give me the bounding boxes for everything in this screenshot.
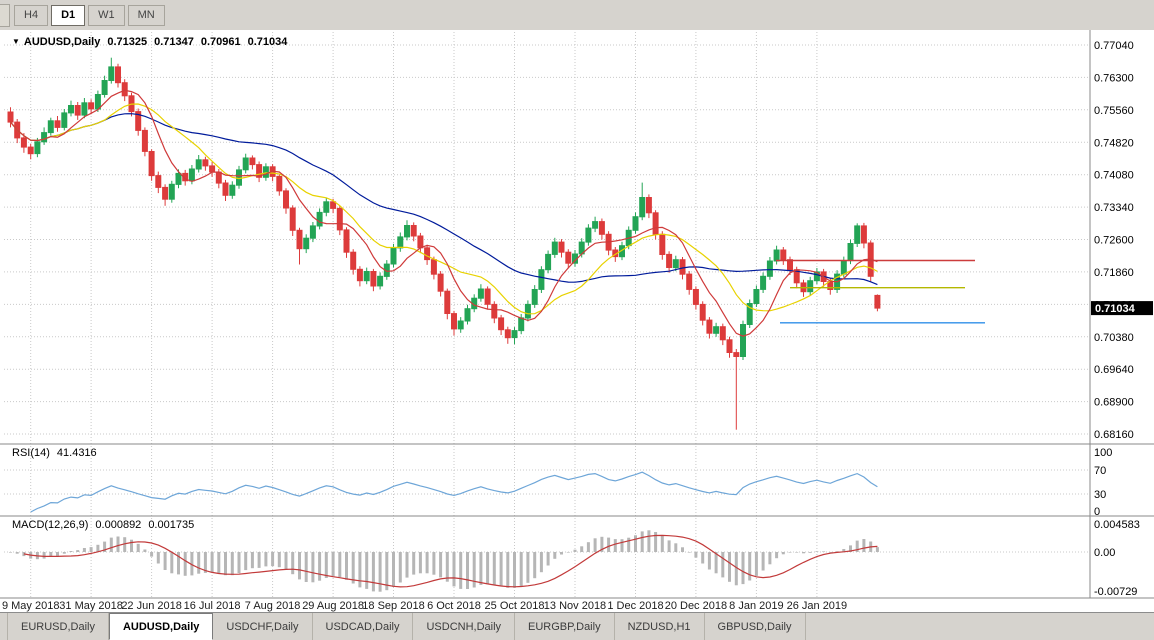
macd-name: MACD(12,26,9): [12, 519, 89, 531]
ma-14-line: [10, 103, 878, 315]
rsi-indicator-label: RSI(14) 41.4316: [12, 447, 97, 459]
symbol-tab-usdchf[interactable]: USDCHF,Daily: [213, 613, 313, 640]
symbol-tab-usdcad[interactable]: USDCAD,Daily: [313, 613, 414, 640]
price-axis-label: 0.77040: [1094, 40, 1134, 52]
date-axis-label: 13 Nov 2018: [544, 600, 606, 612]
ma-7-line: [10, 89, 878, 337]
date-axis-label: 1 Dec 2018: [607, 600, 663, 612]
date-axis-label: 6 Oct 2018: [427, 600, 481, 612]
partial-toolbar-button[interactable]: [0, 3, 10, 27]
chart-ohlc-label: ▼ AUDUSD,Daily 0.71325 0.71347 0.70961 0.7103…: [12, 36, 287, 48]
current-price-badge: 0.71034: [1091, 301, 1153, 316]
timeframe-toolbar: H4 D1 W1 MN: [0, 0, 1154, 31]
chart-window: 0.77040 0.76300 0.75560 0.74820 0.74080 0.733…: [0, 30, 1154, 613]
ohlc-low: 0.70961: [200, 36, 241, 48]
price-axis-label: 0.75560: [1094, 105, 1134, 117]
price-axis-label: 0.69640: [1094, 364, 1134, 376]
rsi-axis-label: 0: [1094, 506, 1100, 518]
symbol-tab-audusd[interactable]: AUDUSD,Daily: [108, 613, 214, 640]
rsi-axis-label: 30: [1094, 489, 1106, 501]
macd-signal-value: 0.001735: [148, 519, 195, 531]
ohlc-close: 0.71034: [247, 36, 288, 48]
date-axis-label: 20 Dec 2018: [665, 600, 727, 612]
symbol-tab-gbpusd[interactable]: GBPUSD,Daily: [705, 613, 806, 640]
date-axis-label: 31 May 2018: [59, 600, 123, 612]
date-axis-label: 7 Aug 2018: [245, 600, 301, 612]
date-axis-label: 22 Jun 2018: [121, 600, 182, 612]
timeframe-tab-d1[interactable]: D1: [51, 4, 86, 26]
chart-symbol: AUDUSD,Daily: [23, 36, 101, 48]
macd-axis-label: -0.00729: [1094, 586, 1137, 598]
macd-main-value: 0.000892: [95, 519, 142, 531]
macd-axis-label: 0.004583: [1094, 519, 1140, 531]
date-axis-label: 25 Oct 2018: [485, 600, 545, 612]
symbol-tab-eurusd[interactable]: EURUSD,Daily: [8, 613, 109, 640]
symbol-tabbar: EURUSD,Daily AUDUSD,Daily USDCHF,Daily USDC…: [0, 612, 1154, 640]
pane-separators[interactable]: [0, 30, 1154, 599]
timeframe-tabs: H4 D1 W1 MN: [14, 4, 168, 26]
ma-34-line: [10, 113, 878, 286]
date-axis-label: 16 Jul 2018: [184, 600, 241, 612]
rsi-line: [30, 471, 878, 513]
rsi-name: RSI(14): [12, 447, 50, 459]
timeframe-tab-mn[interactable]: MN: [127, 4, 165, 26]
macd-signal-line: [23, 534, 878, 588]
price-axis-label: 0.76300: [1094, 72, 1134, 84]
timeframe-tab-w1[interactable]: W1: [88, 4, 125, 26]
macd-indicator-label: MACD(12,26,9) 0.000892 0.001735: [12, 519, 194, 531]
price-axis-label: 0.74820: [1094, 137, 1134, 149]
date-axis-label: 9 May 2018: [2, 600, 59, 612]
symbol-tabs: EURUSD,Daily AUDUSD,Daily USDCHF,Daily USDC…: [8, 613, 806, 640]
price-axis-label: 0.68160: [1094, 429, 1134, 441]
symbol-tab-nzdusd[interactable]: NZDUSD,H1: [615, 613, 705, 640]
price-axis-label: 0.74080: [1094, 170, 1134, 182]
price-axis-label: 0.72600: [1094, 235, 1134, 247]
price-axis-label: 0.71860: [1094, 267, 1134, 279]
date-axis-label: 18 Sep 2018: [362, 600, 424, 612]
rsi-axis-label: 70: [1094, 465, 1106, 477]
chart-canvas[interactable]: 0.77040 0.76300 0.75560 0.74820 0.74080 0.733…: [0, 30, 1154, 613]
price-axis-label: 0.70380: [1094, 332, 1134, 344]
price-axis-label: 0.73340: [1094, 202, 1134, 214]
symbol-tab-usdcnh[interactable]: USDCNH,Daily: [413, 613, 516, 640]
date-axis-label: 8 Jan 2019: [729, 600, 783, 612]
tabbar-left-spacer: [0, 613, 8, 640]
rsi-axis[interactable]: 100 70 30 0: [1094, 447, 1112, 518]
svg-text:0.71034: 0.71034: [1095, 303, 1136, 315]
date-axis-label: 26 Jan 2019: [787, 600, 848, 612]
price-axis-label: 0.68900: [1094, 397, 1134, 409]
macd-axis[interactable]: 0.004583 0.00 -0.00729: [1094, 519, 1140, 598]
rsi-value: 41.4316: [56, 447, 97, 459]
ohlc-high: 0.71347: [154, 36, 194, 48]
macd-axis-label: 0.00: [1094, 547, 1115, 559]
date-axis-label: 29 Aug 2018: [302, 600, 364, 612]
timeframe-tab-h4[interactable]: H4: [14, 4, 49, 26]
ohlc-open: 0.71325: [107, 36, 148, 48]
rsi-axis-label: 100: [1094, 447, 1112, 459]
macd-histogram: [9, 530, 879, 592]
symbol-marker-icon: ▼: [12, 37, 20, 46]
symbol-tab-eurgbp[interactable]: EURGBP,Daily: [515, 613, 615, 640]
